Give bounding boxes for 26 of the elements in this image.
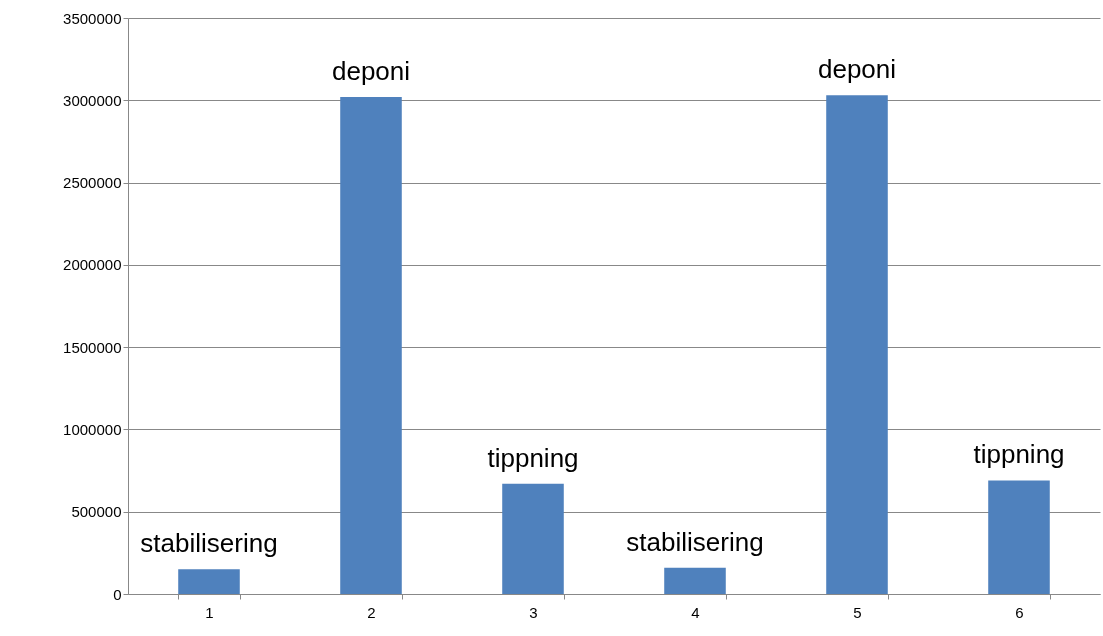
x-tick-label: 2 xyxy=(367,603,376,621)
x-tick-label: 1 xyxy=(205,603,214,621)
x-tick-label: 5 xyxy=(853,603,862,621)
x-tick-label: 4 xyxy=(691,603,700,621)
annotation: tippning xyxy=(973,439,1065,470)
x-tick-label: 3 xyxy=(529,603,538,621)
y-tick-label: 1500000 xyxy=(63,338,122,356)
y-tick-label: 3500000 xyxy=(63,9,122,27)
bar xyxy=(178,569,240,594)
annotation: deponi xyxy=(331,55,411,86)
annotation: stabilisering xyxy=(626,526,764,557)
annotation: deponi xyxy=(817,54,897,85)
annotation: stabilisering xyxy=(140,528,278,559)
y-tick-label: 1000000 xyxy=(63,420,122,438)
bar xyxy=(826,95,888,594)
bar xyxy=(340,96,402,594)
y-tick-label: 3000000 xyxy=(63,91,122,109)
y-tick-label: 0 xyxy=(113,585,122,603)
bar xyxy=(988,480,1050,594)
y-tick-label: 2500000 xyxy=(63,174,122,192)
x-tick-label: 6 xyxy=(1015,603,1024,621)
bar xyxy=(664,567,726,594)
y-tick-label: 2000000 xyxy=(63,256,122,274)
y-tick-label: 500000 xyxy=(71,503,122,521)
bar xyxy=(502,483,564,594)
annotation: tippning xyxy=(487,442,579,473)
